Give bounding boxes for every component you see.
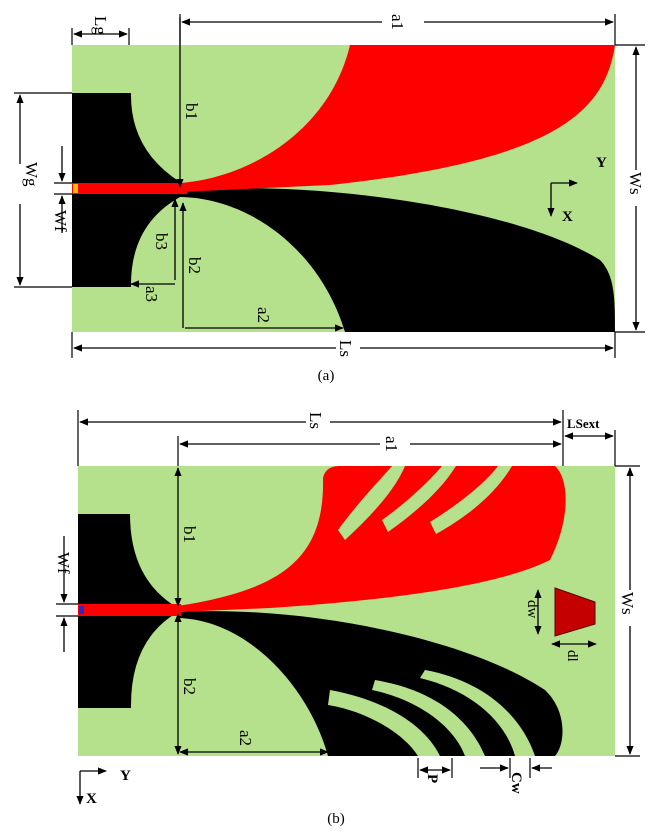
label-a3-a: a3	[142, 286, 161, 302]
label-ws-a: Ws	[626, 172, 645, 195]
feed-port-a	[73, 184, 78, 193]
feed-line-a	[72, 183, 187, 194]
label-a1-b: a1	[382, 436, 401, 452]
label-ws-b: Ws	[618, 592, 637, 615]
top-slot-3	[430, 466, 512, 534]
bottom-slot-3	[420, 670, 535, 756]
axis-y-a: Y	[596, 155, 607, 171]
feed-port-b	[79, 606, 84, 614]
caption-a: (a)	[318, 368, 335, 384]
bottom-flare-b	[178, 611, 563, 756]
figure-a: Lg a1 b1 b2 b3 a3 a2 Wg Wf	[14, 12, 646, 384]
label-b2-b: b2	[180, 678, 199, 695]
label-a1-a: a1	[388, 14, 407, 30]
bottom-slot-1	[328, 690, 440, 756]
label-b3-a: b3	[152, 233, 171, 250]
top-slot-2	[382, 466, 456, 532]
label-lg-a: Lg	[91, 16, 110, 35]
caption-b: (b)	[327, 811, 345, 827]
label-wf-b: Wf	[54, 552, 73, 574]
top-flare-a	[180, 45, 615, 192]
label-p-b: P	[424, 774, 440, 783]
label-b1-b: b1	[180, 526, 199, 543]
axis-y-b: Y	[120, 768, 131, 784]
label-cw-b: Cw	[508, 772, 524, 794]
label-a2-b: a2	[236, 730, 255, 746]
label-lsext-b: LSext	[567, 416, 600, 431]
label-a2-a: a2	[254, 307, 273, 323]
label-wg-a: Wg	[22, 162, 41, 187]
top-slot-1	[338, 466, 405, 540]
label-b2-a: b2	[185, 257, 204, 274]
label-dw-b: dw	[524, 600, 540, 619]
dielectric-element	[554, 587, 596, 637]
label-b1-a: b1	[182, 103, 201, 120]
label-ls-b: Ls	[306, 412, 325, 429]
figure-b: Ls LSext a1 b1 b2 a2 Wf Ws dw	[54, 410, 640, 827]
bottom-flare-a	[180, 188, 615, 332]
axis-x-b: X	[86, 791, 97, 807]
feed-line-b	[78, 604, 181, 616]
label-wf-a: Wf	[51, 210, 70, 232]
axis-x-a: X	[562, 209, 573, 225]
label-dl-b: dl	[564, 650, 580, 662]
bottom-slot-2	[372, 680, 485, 756]
label-ls-a: Ls	[336, 340, 355, 357]
